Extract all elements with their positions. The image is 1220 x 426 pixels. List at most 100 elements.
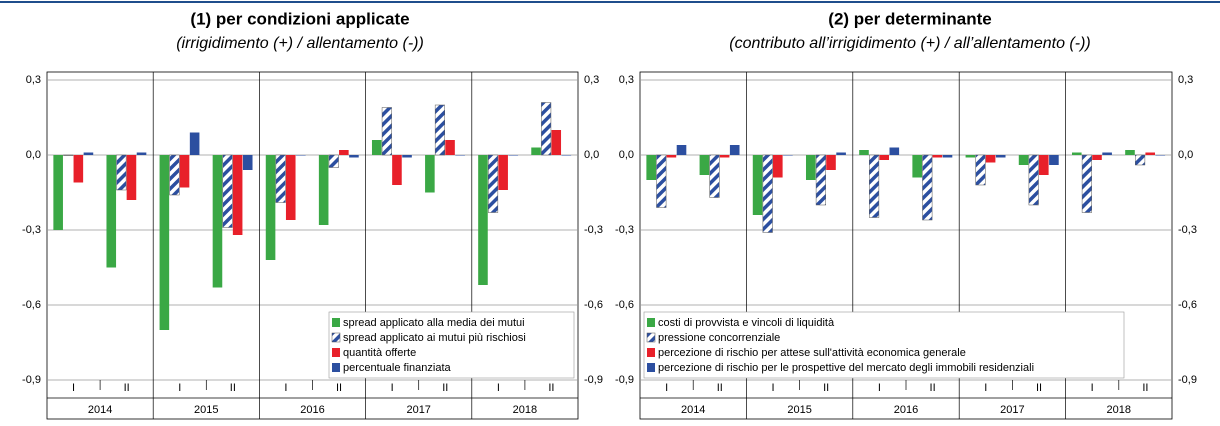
- bar: [699, 155, 710, 175]
- x-tick-label: II: [548, 382, 554, 394]
- x-group-label: 2018: [1107, 404, 1131, 416]
- bar: [349, 155, 359, 158]
- x-tick-label: I: [72, 382, 75, 394]
- bar: [73, 155, 84, 183]
- legend-label: spread applicato ai mutui più rischiosi: [343, 332, 526, 344]
- bar: [719, 155, 730, 158]
- bar: [783, 155, 793, 156]
- x-tick-label: I: [178, 382, 181, 394]
- bar: [488, 154, 499, 213]
- y-tick-label: 0,0: [26, 149, 41, 161]
- y-tick-label: -0,6: [615, 299, 634, 311]
- bar: [159, 155, 170, 330]
- bar: [551, 130, 562, 155]
- bar: [126, 155, 137, 200]
- bar: [879, 155, 890, 160]
- x-tick-label: I: [391, 382, 394, 394]
- bar: [889, 147, 900, 155]
- x-group-label: 2017: [1000, 404, 1024, 416]
- y-tick-label: 0,0: [619, 149, 634, 161]
- x-group-label: 2016: [894, 404, 918, 416]
- bar: [646, 155, 656, 180]
- bar: [179, 155, 190, 188]
- x-tick-label: I: [771, 382, 774, 394]
- x-group-label: 2015: [787, 404, 811, 416]
- chart-title: (1) per condizioni applicate: [190, 9, 409, 28]
- y-tick-label: -0,9: [1178, 374, 1197, 386]
- x-group-label: 2016: [300, 404, 324, 416]
- bar: [478, 155, 488, 285]
- y-tick-label: -0,3: [584, 224, 603, 236]
- bar: [1145, 152, 1156, 155]
- bar: [531, 147, 541, 155]
- legend-swatch: [647, 348, 655, 357]
- bar: [402, 155, 412, 158]
- legend-label: costi di provvista e vincoli di liquidit…: [658, 317, 835, 329]
- bar: [1155, 155, 1166, 156]
- x-group-label: 2015: [194, 404, 218, 416]
- bar: [425, 155, 435, 193]
- y-tick-label: 0,3: [1178, 74, 1193, 86]
- bar: [1125, 150, 1135, 155]
- bar: [859, 150, 869, 155]
- bar: [805, 155, 816, 180]
- x-tick-label: II: [124, 382, 130, 394]
- bar: [445, 140, 455, 155]
- bar: [666, 155, 677, 158]
- bar: [275, 154, 286, 203]
- bar: [83, 152, 94, 155]
- bar: [116, 154, 127, 191]
- chart-subtitle: (contributo all’irrigidimento (+) / all’…: [729, 35, 1090, 52]
- legend-swatch: [647, 363, 655, 372]
- bar: [975, 154, 986, 186]
- bar: [1102, 152, 1112, 155]
- bar: [836, 152, 846, 155]
- bar: [434, 104, 445, 156]
- bar: [1018, 155, 1029, 165]
- bar: [869, 154, 880, 218]
- plot-frame: [639, 71, 1173, 420]
- x-tick-label: II: [1036, 382, 1042, 394]
- bar: [106, 155, 117, 268]
- legend-swatch: [332, 363, 340, 372]
- bar: [328, 154, 339, 168]
- x-tick-label: II: [823, 382, 829, 394]
- x-group-label: 2017: [406, 404, 430, 416]
- bar: [318, 155, 329, 225]
- y-tick-label: -0,6: [1178, 299, 1197, 311]
- y-tick-label: -0,9: [584, 374, 603, 386]
- chart-title: (2) per determinante: [828, 9, 991, 28]
- bar: [773, 155, 783, 178]
- legend-label: percezione di rischio per le prospettive…: [658, 362, 1034, 374]
- x-tick-label: II: [717, 382, 723, 394]
- legend-swatch: [331, 332, 341, 343]
- bar: [942, 155, 953, 158]
- x-tick-label: II: [230, 382, 236, 394]
- bar: [1028, 154, 1039, 206]
- x-tick-label: II: [336, 382, 342, 394]
- x-tick-label: II: [930, 382, 936, 394]
- bar: [1039, 155, 1049, 175]
- x-tick-label: II: [442, 382, 448, 394]
- bar: [242, 155, 253, 170]
- bar: [922, 154, 933, 221]
- bar: [985, 155, 996, 163]
- bar: [912, 155, 922, 178]
- x-tick-label: II: [1142, 382, 1148, 394]
- bar: [53, 155, 63, 230]
- y-tick-label: 0,0: [584, 149, 599, 161]
- y-tick-label: 0,3: [26, 74, 41, 86]
- bar: [498, 155, 508, 190]
- y-tick-label: -0,6: [584, 299, 603, 311]
- bar: [169, 154, 180, 196]
- bar: [1135, 154, 1146, 166]
- bar: [676, 145, 687, 155]
- bar: [561, 155, 572, 156]
- bar: [995, 155, 1006, 158]
- y-tick-label: 0,3: [619, 74, 634, 86]
- y-tick-label: -0,6: [22, 299, 41, 311]
- y-tick-label: -0,3: [22, 224, 41, 236]
- bar: [1081, 154, 1092, 213]
- bar: [63, 154, 74, 156]
- x-group-label: 2014: [681, 404, 705, 416]
